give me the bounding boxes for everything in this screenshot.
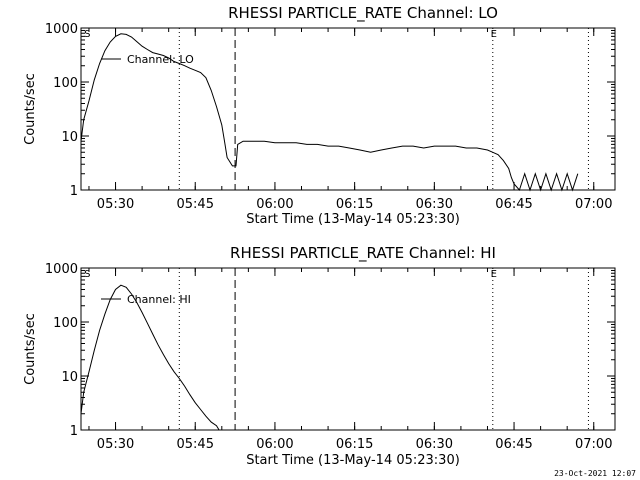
date-stamp: 23-Oct-2021 12:07: [554, 469, 636, 478]
y-axis-label: Counts/sec: [23, 73, 38, 145]
x-tick-label: 06:00: [256, 197, 293, 212]
x-tick-label: 06:45: [495, 437, 532, 452]
y-tick-label: 1: [70, 184, 78, 199]
x-tick-label: 05:30: [97, 197, 134, 212]
x-tick-label: 07:00: [575, 437, 612, 452]
chart-panel-1: RHESSI PARTICLE_RATE Channel: LO 1 10 100 10…: [23, 4, 616, 227]
x-tick-label: 05:30: [97, 437, 134, 452]
y-tick-label: 100: [53, 76, 78, 91]
x-axis-label: Start Time (13-May-14 05:23:30): [246, 212, 460, 227]
legend-label: Channel: HI: [127, 293, 191, 306]
series-line: [80, 284, 220, 431]
x-tick-label: 06:15: [336, 197, 373, 212]
y-tick-label: 10: [61, 130, 78, 145]
y-tick-label: 1: [70, 424, 78, 439]
x-tick-label: 07:00: [575, 197, 612, 212]
chart-title: RHESSI PARTICLE_RATE Channel: LO: [228, 4, 498, 23]
y-tick-label: 1000: [45, 22, 78, 37]
chart-panel-2: RHESSI PARTICLE_RATE Channel: HI 1 10 100 10…: [23, 244, 616, 468]
x-tick-label: 06:30: [416, 437, 453, 452]
y-axis-label: Counts/sec: [23, 313, 38, 385]
x-tick-label: 06:45: [495, 197, 532, 212]
x-tick-label: 06:15: [336, 437, 373, 452]
series-line: [80, 33, 579, 192]
plot-frame: [80, 27, 616, 191]
x-axis-label: Start Time (13-May-14 05:23:30): [246, 453, 460, 468]
x-tick-label: 05:45: [177, 437, 214, 452]
y-tick-label: 100: [53, 316, 78, 331]
x-tick-label: 05:45: [177, 197, 214, 212]
y-tick-label: 1000: [45, 262, 78, 277]
x-tick-label: 06:00: [256, 437, 293, 452]
plot-frame: [80, 267, 616, 431]
time-marker-label: S: [84, 29, 90, 40]
time-marker-label: E: [491, 29, 497, 40]
time-marker-label: E: [491, 269, 497, 280]
legend-label: Channel: LO: [127, 53, 194, 66]
y-tick-label: 10: [61, 370, 78, 385]
x-tick-label: 06:30: [416, 197, 453, 212]
chart-title: RHESSI PARTICLE_RATE Channel: HI: [230, 244, 496, 263]
time-marker-label: S: [84, 269, 90, 280]
